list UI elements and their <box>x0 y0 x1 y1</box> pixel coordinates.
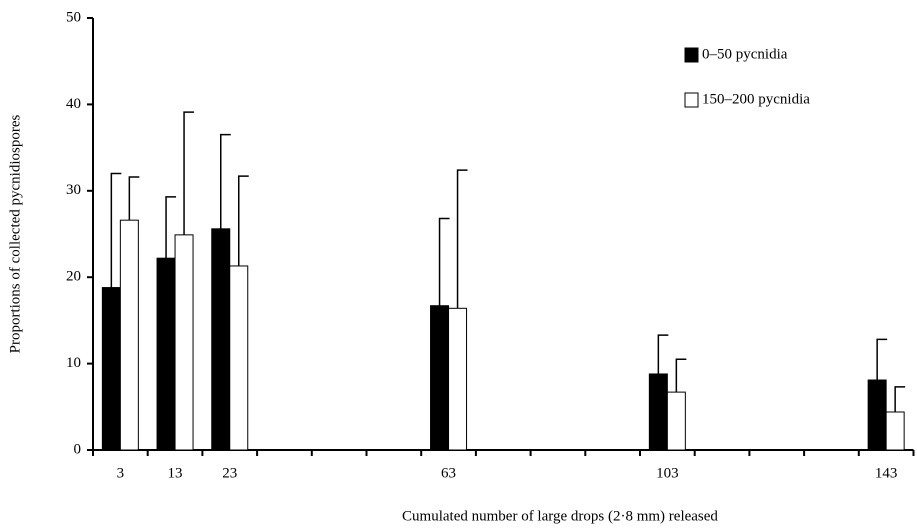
error-bar <box>183 111 195 235</box>
bar <box>885 411 905 451</box>
bar <box>156 257 176 451</box>
y-tick-label: 20 <box>66 269 81 285</box>
legend-label: 150–200 pycnidia <box>702 91 810 107</box>
bar <box>211 228 231 451</box>
legend-swatch <box>684 47 699 63</box>
x-tick-label: 143 <box>875 465 898 481</box>
bar <box>101 287 121 451</box>
y-axis-label: Proportions of collected pycnidiospores <box>7 114 23 353</box>
x-tick-label: 103 <box>656 465 679 481</box>
y-tick-label: 40 <box>66 96 81 112</box>
bar <box>648 373 668 451</box>
error-bar <box>456 169 468 309</box>
bar <box>229 265 249 451</box>
bar <box>867 379 887 451</box>
bar <box>448 307 468 451</box>
error-bar <box>675 358 687 393</box>
x-tick-label: 63 <box>441 465 456 481</box>
bar <box>119 219 139 451</box>
bar <box>430 305 450 451</box>
error-bar <box>128 176 140 221</box>
y-tick-label: 50 <box>66 9 81 25</box>
error-bar <box>220 133 231 229</box>
legend-swatch <box>684 92 699 108</box>
x-axis-label: Cumulated number of large drops (2·8 mm)… <box>402 508 718 524</box>
error-bar <box>894 386 906 412</box>
y-tick-label: 30 <box>66 182 81 198</box>
bar <box>666 391 686 451</box>
x-tick-label: 23 <box>222 465 237 481</box>
x-tick-label: 13 <box>168 465 183 481</box>
error-bar <box>110 172 122 288</box>
error-bar <box>876 338 888 381</box>
error-bar <box>438 217 450 306</box>
error-bar <box>238 175 249 266</box>
y-tick-label: 0 <box>74 441 82 457</box>
y-tick-label: 10 <box>66 355 81 371</box>
bar <box>174 234 194 451</box>
x-tick-label: 3 <box>117 465 125 481</box>
error-bar <box>165 196 177 259</box>
legend-label: 0–50 pycnidia <box>702 46 788 62</box>
error-bar <box>657 334 669 374</box>
